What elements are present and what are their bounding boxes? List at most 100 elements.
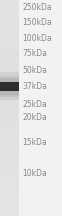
Bar — [0, 194, 19, 195]
Bar — [0, 212, 19, 213]
Bar — [0, 40, 19, 41]
Bar — [0, 137, 19, 138]
Bar — [0, 72, 19, 100]
Bar — [0, 6, 19, 8]
Bar — [0, 149, 19, 150]
Bar — [0, 163, 19, 164]
Bar — [0, 37, 19, 38]
Bar — [0, 0, 19, 216]
Bar — [0, 203, 19, 204]
Bar — [0, 4, 19, 5]
Bar — [0, 72, 19, 73]
Bar — [0, 176, 19, 177]
Bar — [0, 99, 19, 100]
Bar — [0, 135, 19, 136]
Bar — [0, 146, 19, 147]
Bar — [0, 55, 19, 56]
Bar — [0, 56, 19, 57]
Bar — [0, 81, 19, 82]
Bar — [0, 152, 19, 153]
Bar — [0, 207, 19, 208]
Bar — [0, 75, 19, 76]
Bar — [0, 93, 19, 94]
Bar — [0, 2, 19, 3]
Bar — [0, 204, 19, 205]
Bar — [0, 29, 19, 30]
Bar — [0, 143, 19, 144]
Bar — [0, 5, 19, 6]
Bar — [0, 150, 19, 151]
Bar — [0, 14, 19, 15]
Bar — [0, 147, 19, 148]
Bar — [0, 139, 19, 140]
Bar — [0, 165, 19, 166]
Bar — [0, 184, 19, 185]
Bar — [0, 11, 19, 12]
Text: 25kDa: 25kDa — [22, 100, 47, 109]
Bar — [0, 44, 19, 45]
Bar — [0, 138, 19, 139]
Bar — [0, 130, 19, 131]
Bar — [0, 205, 19, 206]
Text: 75kDa: 75kDa — [22, 49, 47, 59]
Bar — [0, 0, 19, 1]
Text: 50kDa: 50kDa — [22, 66, 47, 75]
Bar — [0, 67, 19, 68]
Bar — [0, 66, 19, 67]
Bar — [0, 42, 19, 43]
Bar — [0, 21, 19, 22]
Bar — [0, 52, 19, 53]
Text: 250kDa: 250kDa — [22, 3, 52, 12]
Bar — [0, 132, 19, 133]
Bar — [0, 131, 19, 132]
Bar — [0, 92, 19, 93]
Bar — [0, 39, 19, 40]
Bar — [0, 114, 19, 116]
Bar — [0, 181, 19, 183]
Bar — [0, 70, 19, 71]
Bar — [0, 57, 19, 58]
Bar — [0, 195, 19, 197]
Bar — [0, 117, 19, 118]
Bar — [0, 1, 19, 2]
Bar — [0, 154, 19, 156]
Bar — [0, 121, 19, 122]
Bar — [0, 170, 19, 171]
Bar — [0, 16, 19, 17]
Bar — [0, 164, 19, 165]
Bar — [0, 158, 19, 159]
Text: 10kDa: 10kDa — [22, 169, 47, 178]
Bar — [0, 193, 19, 194]
Bar — [0, 80, 19, 81]
Bar — [0, 136, 19, 137]
Bar — [0, 65, 19, 66]
Text: 150kDa: 150kDa — [22, 18, 52, 27]
Bar — [0, 54, 19, 55]
Bar — [0, 96, 19, 97]
Bar — [0, 191, 19, 192]
Bar — [0, 12, 19, 13]
Bar — [0, 160, 19, 161]
Bar — [0, 87, 19, 89]
Bar — [0, 166, 19, 167]
Bar — [0, 123, 19, 124]
Bar — [0, 60, 19, 62]
Bar — [0, 186, 19, 187]
Bar — [0, 140, 19, 141]
Bar — [0, 118, 19, 119]
Bar — [0, 45, 19, 46]
Bar — [0, 198, 19, 199]
Bar — [0, 148, 19, 149]
Bar — [0, 58, 19, 59]
Bar — [0, 41, 19, 42]
Bar — [0, 175, 19, 176]
Bar — [0, 76, 19, 77]
Bar — [0, 48, 19, 49]
Bar — [0, 113, 19, 114]
Bar — [0, 90, 19, 91]
Bar — [0, 83, 19, 84]
Bar — [0, 71, 19, 72]
Bar — [0, 156, 19, 157]
Bar — [0, 53, 19, 54]
Bar — [0, 10, 19, 11]
